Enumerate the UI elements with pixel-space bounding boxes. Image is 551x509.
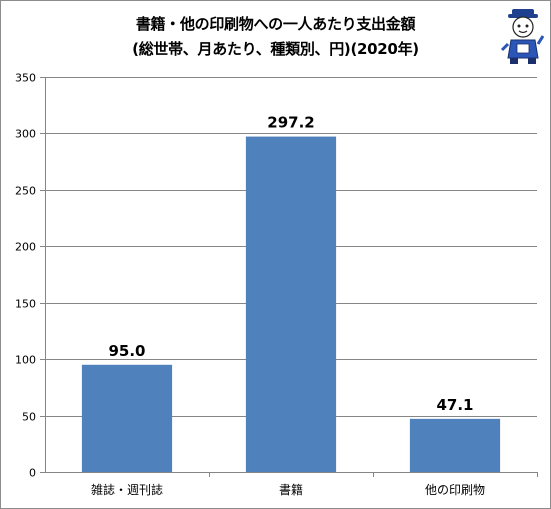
y-tick-label: 250 [15, 185, 36, 198]
mascot-character-icon [500, 9, 544, 64]
category-label: 書籍 [279, 482, 303, 497]
axes [40, 77, 538, 477]
y-tick-label: 100 [15, 354, 36, 367]
bars [81, 136, 501, 473]
y-tick-label: 350 [15, 72, 36, 85]
y-tick-label: 300 [15, 128, 36, 141]
y-tick-label: 0 [29, 467, 36, 480]
y-tick-label: 50 [22, 411, 36, 424]
bar-1 [81, 364, 173, 472]
bar-3 [409, 418, 501, 472]
y-tick-label: 150 [15, 298, 36, 311]
bar-2 [245, 136, 337, 473]
chart-title: 書籍・他の印刷物への一人あたり支出金額 [135, 15, 416, 33]
y-tick-label: 200 [15, 241, 36, 254]
data-label: 297.2 [267, 114, 314, 132]
data-label: 47.1 [436, 396, 473, 414]
data-label: 95.0 [108, 342, 145, 360]
category-label: 雑誌・週刊誌 [91, 482, 163, 497]
labels: 0 50 100 150 200 250 300 350 95.0 雑誌・週刊誌 297.2 書籍 47… [15, 72, 485, 498]
chart-subtitle: (総世帯、月あたり、種類別、円)(2020年) [132, 40, 419, 58]
category-label: 他の印刷物 [425, 483, 485, 497]
